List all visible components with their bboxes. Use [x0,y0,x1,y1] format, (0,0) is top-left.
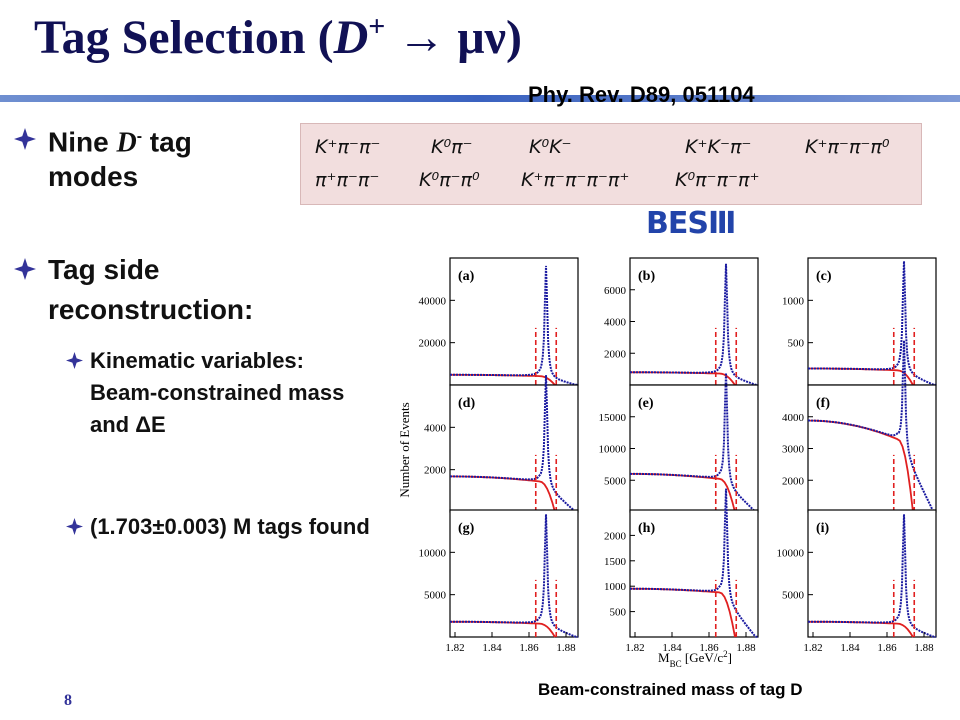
panel-label: (e) [638,396,654,411]
tag-mode: K⁰π⁻ [431,136,473,158]
x-tick-label: 1.82 [803,642,822,654]
title: Tag Selection (D+ → μν) [34,10,522,65]
signal-fit [808,340,936,513]
panel-label: (b) [638,269,655,284]
y-tick-label: 40000 [419,295,447,307]
x-axis-label-part: [GeV/c [682,650,724,665]
panel-label: (d) [458,396,475,411]
y-axis-label: Number of Events [397,402,412,497]
panel-label: (h) [638,521,655,536]
figure: (a) 20000 40000 (b) 2000 4000 6000 (c) 500 1000 (d… [397,257,937,669]
panel [449,384,579,513]
panel [807,257,937,386]
bullet-icon [14,258,36,280]
title-decay: → μν) [385,11,522,64]
tag-mode: K⁺π⁻π⁻ [315,136,381,158]
x-tick-label: 1.86 [519,642,539,654]
x-tick-label: 1.84 [662,642,682,654]
x-tick-label: 1.82 [625,642,644,654]
panel-label: (g) [458,521,475,536]
panel-label: (a) [458,269,475,284]
page-number: 8 [64,692,72,709]
y-tick-label: 10000 [777,547,805,559]
y-tick-label: 10000 [419,547,447,559]
x-tick-label: 1.88 [736,642,756,654]
x-tick-label: 1.86 [699,642,719,654]
x-tick-label: 1.84 [482,642,502,654]
caption: Beam-constrained mass of tag D [538,680,803,699]
title-text: Tag Selection ( [34,11,334,64]
panel [629,509,759,638]
panel [629,257,759,386]
bullet: Tag side reconstruction: [48,254,254,325]
bullet-particle: D [116,127,137,159]
title-charge: + [368,10,386,43]
y-tick-label: 1000 [782,295,805,307]
panel-label: (i) [816,521,830,536]
y-tick-label: 500 [788,338,805,350]
y-tick-label: 2000 [424,465,447,477]
title-particle: D [333,11,369,64]
y-tick-label: 4000 [604,317,627,329]
logo: BESⅢ [646,206,736,241]
signal-fit [450,265,578,386]
bullet-text: tag modes [48,126,192,193]
bullet: Nine D- tag modes [48,120,253,194]
y-tick-label: 15000 [599,412,627,424]
sub-bullet: Kinematic variables: Beam-constrained ma… [90,348,345,437]
x-tick-label: 1.86 [877,642,897,654]
x-axis-label-part: 2 [723,649,728,659]
y-tick-label: 1500 [604,556,627,568]
y-tick-label: 2000 [604,348,627,360]
sub-bullet: (1.703±0.003) M tags found [90,514,370,539]
y-tick-label: 4000 [424,422,447,434]
x-axis-label: MBC [GeV/c2] [658,649,732,669]
panel [449,257,579,386]
y-tick-label: 1000 [604,581,627,593]
y-tick-label: 3000 [782,444,805,456]
x-axis-label-part: M [658,650,670,665]
y-tick-label: 10000 [599,444,627,456]
bullet-icon [66,352,83,369]
bullet-icon [14,128,36,150]
panel [449,509,579,638]
panel-label: (f) [816,396,830,411]
panel [807,509,937,638]
tag-mode: K⁰π⁻π⁻π⁺ [675,169,760,191]
tag-mode-box: K⁺π⁻π⁻ K⁰π⁻ K⁰K⁻ K⁺K⁻π⁻ K⁺π⁻π⁻π⁰ π⁺π⁻π⁻ K⁰π⁻π⁰… [300,123,922,205]
y-tick-label: 5000 [604,475,627,487]
panel-label: (c) [816,269,832,284]
y-tick-label: 2000 [604,530,627,542]
tag-mode: K⁰K⁻ [529,136,572,158]
reference: Phy. Rev. D89, 051104 [528,82,755,107]
bullet-text: Nine [48,126,117,158]
rule [0,95,960,102]
header-bar [0,95,960,102]
x-tick-label: 1.84 [840,642,860,654]
y-tick-label: 4000 [782,412,805,424]
y-tick-label: 5000 [782,590,805,602]
bullet-icon [66,518,83,535]
x-tick-label: 1.88 [914,642,934,654]
y-tick-label: 6000 [604,285,627,297]
x-tick-label: 1.82 [445,642,464,654]
x-tick-label: 1.88 [556,642,576,654]
tag-mode: K⁰π⁻π⁰ [419,169,480,191]
background-fit [808,419,914,513]
tag-mode: π⁺π⁻π⁻ [315,169,380,191]
tag-mode: K⁺π⁻π⁻π⁰ [805,136,890,158]
y-tick-label: 500 [610,607,627,619]
bullet-charge: - [136,128,143,145]
x-axis-label-part: BC [670,659,682,669]
y-tick-label: 20000 [419,338,447,350]
tag-mode: K⁺π⁻π⁻π⁻π⁺ [521,169,630,191]
y-tick-label: 5000 [424,590,447,602]
x-axis-label-part: ] [728,650,732,665]
y-tick-label: 2000 [782,475,805,487]
tag-mode: K⁺K⁻π⁻ [685,136,752,158]
